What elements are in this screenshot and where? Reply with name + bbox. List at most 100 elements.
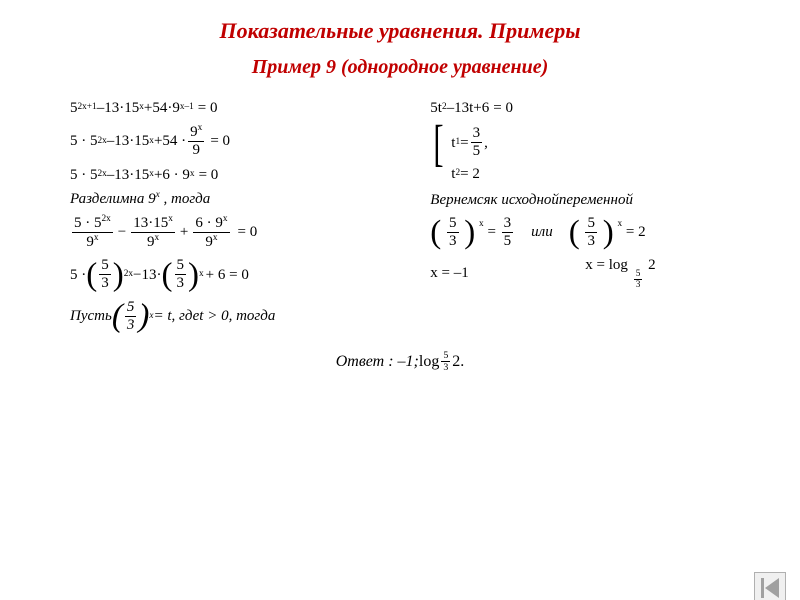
- answer-label: Ответ : –1;: [336, 353, 419, 371]
- c2-rp: ): [603, 214, 614, 250]
- eq3-b: 13·15: [114, 166, 149, 184]
- equation-1: 5 2x+1 – 13·15 x + 54·9 x–1 = 0: [70, 99, 412, 117]
- eq5-lp1: (: [86, 262, 97, 288]
- sys1-frac: 3 5: [471, 125, 483, 161]
- eq2-sep1: –: [107, 132, 115, 150]
- eq4-t3na: 6 · 9: [195, 215, 223, 231]
- divide-text: Разделимна 9x , тогда: [70, 190, 412, 208]
- eq2-rhs: = 0: [210, 132, 230, 150]
- play-left-icon: [765, 578, 779, 598]
- eq4-t2ne: x: [168, 214, 173, 224]
- eq4-t1de: x: [94, 233, 99, 243]
- eq4-t1ne: 2x: [102, 214, 111, 224]
- content-columns: 5 2x+1 – 13·15 x + 54·9 x–1 = 0 5 · 5 2x…: [0, 93, 800, 340]
- eq1-b: 13·15: [104, 99, 139, 117]
- eq2-frac: 9x 9: [188, 123, 204, 160]
- eq3-sep1: –: [107, 166, 115, 184]
- sys1comma: ,: [484, 134, 488, 152]
- case1: ( 5 3 ) x = 3 5: [430, 215, 515, 251]
- eq1-c: 54·9: [152, 99, 180, 117]
- eq2-fracnum-sup: x: [198, 123, 203, 133]
- page-subtitle: Пример 9 (однородное уравнение): [0, 56, 800, 79]
- eq5-end: + 6 = 0: [206, 266, 249, 284]
- eq5-exp2: x: [199, 269, 204, 280]
- quad-b: 13t: [454, 99, 473, 117]
- sol2: x = log 5 3 2: [585, 256, 655, 291]
- c1-exp: x: [479, 218, 484, 228]
- eq1-a: 5: [70, 99, 78, 117]
- system-bracket-icon: [: [434, 123, 444, 185]
- let-fn: 5: [125, 299, 137, 317]
- eq2-ccoef: 54 ·: [162, 132, 186, 150]
- c1fn: 5: [447, 215, 459, 233]
- eq4-t2: 13·15x 9x: [131, 214, 175, 252]
- c1-eq: =: [487, 224, 499, 240]
- let-lp: (: [112, 303, 123, 329]
- quad-c: 6: [482, 99, 490, 117]
- eq4-t1: 5 · 52x 9x: [72, 214, 113, 252]
- return-text: Вернемсяк исходнойпеременной: [430, 191, 740, 209]
- eq4-t2na: 13·15: [133, 215, 168, 231]
- eq4-t3de: x: [213, 233, 218, 243]
- eq1-sep1: –: [97, 99, 105, 117]
- eq2-b: 13·15: [114, 132, 149, 150]
- quad-rhs: = 0: [493, 99, 513, 117]
- c2fd: 3: [585, 233, 597, 250]
- equation-3: 5 · 5 2x – 13·15 x + 6 · 9 x = 0: [70, 166, 412, 184]
- c1-rp: ): [464, 214, 475, 250]
- eq2-fracnum: 9: [190, 124, 198, 140]
- answer-log: log: [419, 353, 439, 371]
- eq3-exp3: x: [190, 169, 195, 180]
- eq5-coef1: 5 ·: [70, 266, 86, 284]
- eq5-mid: −13·: [133, 266, 161, 284]
- ans-sd: 3: [441, 362, 450, 373]
- eq4-t1na: 5 · 5: [74, 215, 102, 231]
- or-text: или: [531, 223, 553, 241]
- text2a: Пусть: [70, 307, 112, 325]
- right-column: 5t 2 – 13t + 6 = 0 [ t 1 = 3 5: [430, 93, 740, 340]
- sys-row-2: t 2 = 2: [451, 165, 488, 183]
- answer-row: Ответ : –1; log 5 3 2.: [0, 350, 800, 374]
- eq1-exp3: x–1: [180, 102, 194, 113]
- eq3-exp1: 2x: [98, 169, 107, 180]
- left-column: 5 2x+1 – 13·15 x + 54·9 x–1 = 0 5 · 5 2x…: [70, 93, 412, 340]
- eq5-f2n: 5: [175, 257, 187, 275]
- let-substitution: Пусть ( 5 3 ) x = t, гдеt > 0, тогда: [70, 299, 412, 335]
- let-fd: 3: [125, 317, 137, 334]
- c1fd: 3: [447, 233, 459, 250]
- eq4-t2de: x: [155, 233, 160, 243]
- text1a: Разделимна 9: [70, 191, 156, 207]
- eq1-rhs: = 0: [198, 99, 218, 117]
- page-title: Показательные уравнения. Примеры: [0, 18, 800, 44]
- skip-bar-icon: [761, 578, 764, 598]
- let-rp: ): [138, 303, 149, 329]
- eq4-t2da: 9: [147, 234, 155, 250]
- sol2-subfrac: 5 3: [634, 269, 643, 291]
- eq2-sep2: +: [154, 132, 162, 150]
- quadratic: 5t 2 – 13t + 6 = 0: [430, 99, 740, 117]
- cases-row: ( 5 3 ) x = 3 5 или ( 5 3: [430, 215, 740, 251]
- sol2b: 2: [648, 257, 656, 273]
- eq5-rp1: ): [113, 262, 124, 288]
- eq5-frac1: 5 3: [99, 257, 111, 293]
- eq3-sep2: +: [154, 166, 162, 184]
- eq4-rhs: = 0: [238, 223, 258, 241]
- eq3-a: 5 · 5: [70, 166, 98, 184]
- quad-a: 5t: [430, 99, 442, 117]
- answer-arg: 2.: [452, 353, 464, 371]
- eq2-fracden: 9: [191, 142, 203, 159]
- eq4-t1da: 9: [86, 234, 94, 250]
- quad-s2: +: [473, 99, 481, 117]
- c2-rhs: = 2: [626, 224, 646, 240]
- let-frac: 5 3: [125, 299, 137, 335]
- case2: ( 5 3 ) x = 2: [569, 215, 646, 251]
- eq4-plus: +: [180, 223, 188, 241]
- text2b: = t, гдеt > 0, тогда: [153, 307, 275, 325]
- c2-exp: x: [617, 218, 622, 228]
- eq5-rp2: ): [188, 262, 199, 288]
- sys2eq: = 2: [460, 165, 480, 183]
- quad-s1: –: [447, 99, 455, 117]
- ans-sn: 5: [441, 350, 450, 362]
- previous-slide-button[interactable]: [754, 572, 786, 600]
- eq2-a: 5 · 5: [70, 132, 98, 150]
